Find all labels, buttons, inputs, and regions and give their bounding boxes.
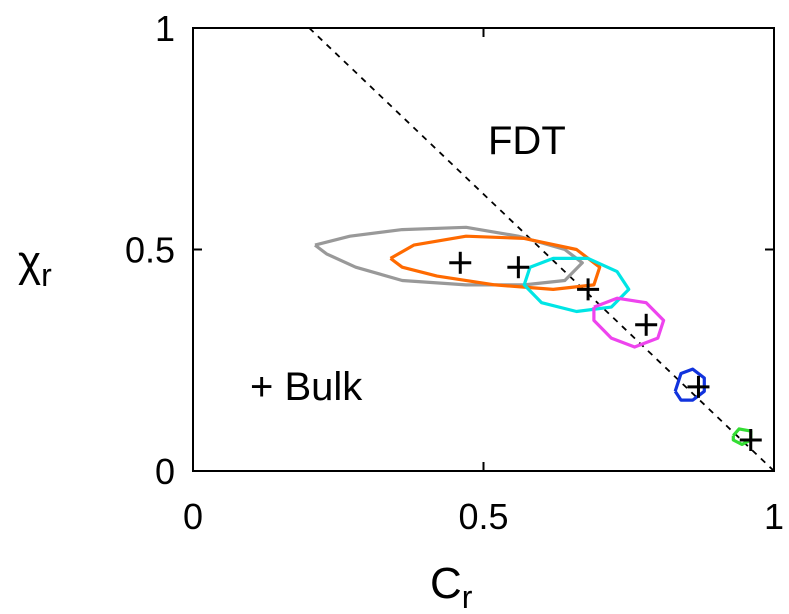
bulk-label: + Bulk: [250, 365, 363, 409]
bulk-marker-2: [577, 278, 600, 301]
y-axis-label-main: χ: [18, 237, 41, 286]
series-loop-0: [314, 225, 584, 287]
bulk-marker-1: [507, 256, 530, 279]
series-loop-5: [731, 427, 753, 446]
y-tick-label: 0.5: [125, 230, 175, 271]
x-tick-label: 1: [764, 496, 784, 537]
x-axis-label-main: C: [430, 559, 462, 608]
series-group: [314, 225, 753, 446]
fdt-line: [308, 27, 775, 472]
series-loop-1: [389, 234, 602, 291]
bulk-marker-3: [635, 313, 658, 336]
y-tick-label: 0: [155, 451, 175, 492]
y-axis-label: χr: [18, 237, 52, 293]
bulk-markers: [449, 251, 762, 451]
x-tick-label: 0: [183, 496, 203, 537]
y-tick-label: 1: [155, 8, 175, 49]
series-loop-4: [673, 367, 706, 402]
bulk-marker-4: [687, 375, 710, 398]
y-axis-label-sub: r: [41, 257, 52, 293]
x-ticks: 0 0.5 1: [183, 28, 784, 537]
x-axis-label: Cr: [430, 559, 473, 614]
bulk-marker-5: [739, 428, 762, 451]
x-tick-label: 0.5: [458, 496, 508, 537]
series-loop-2: [522, 256, 631, 314]
fdt-label: FDT: [488, 119, 566, 163]
series-loop-3: [592, 296, 666, 349]
bulk-marker-0: [449, 251, 472, 274]
x-axis-label-sub: r: [462, 579, 473, 614]
y-ticks: 00.51: [125, 8, 774, 492]
